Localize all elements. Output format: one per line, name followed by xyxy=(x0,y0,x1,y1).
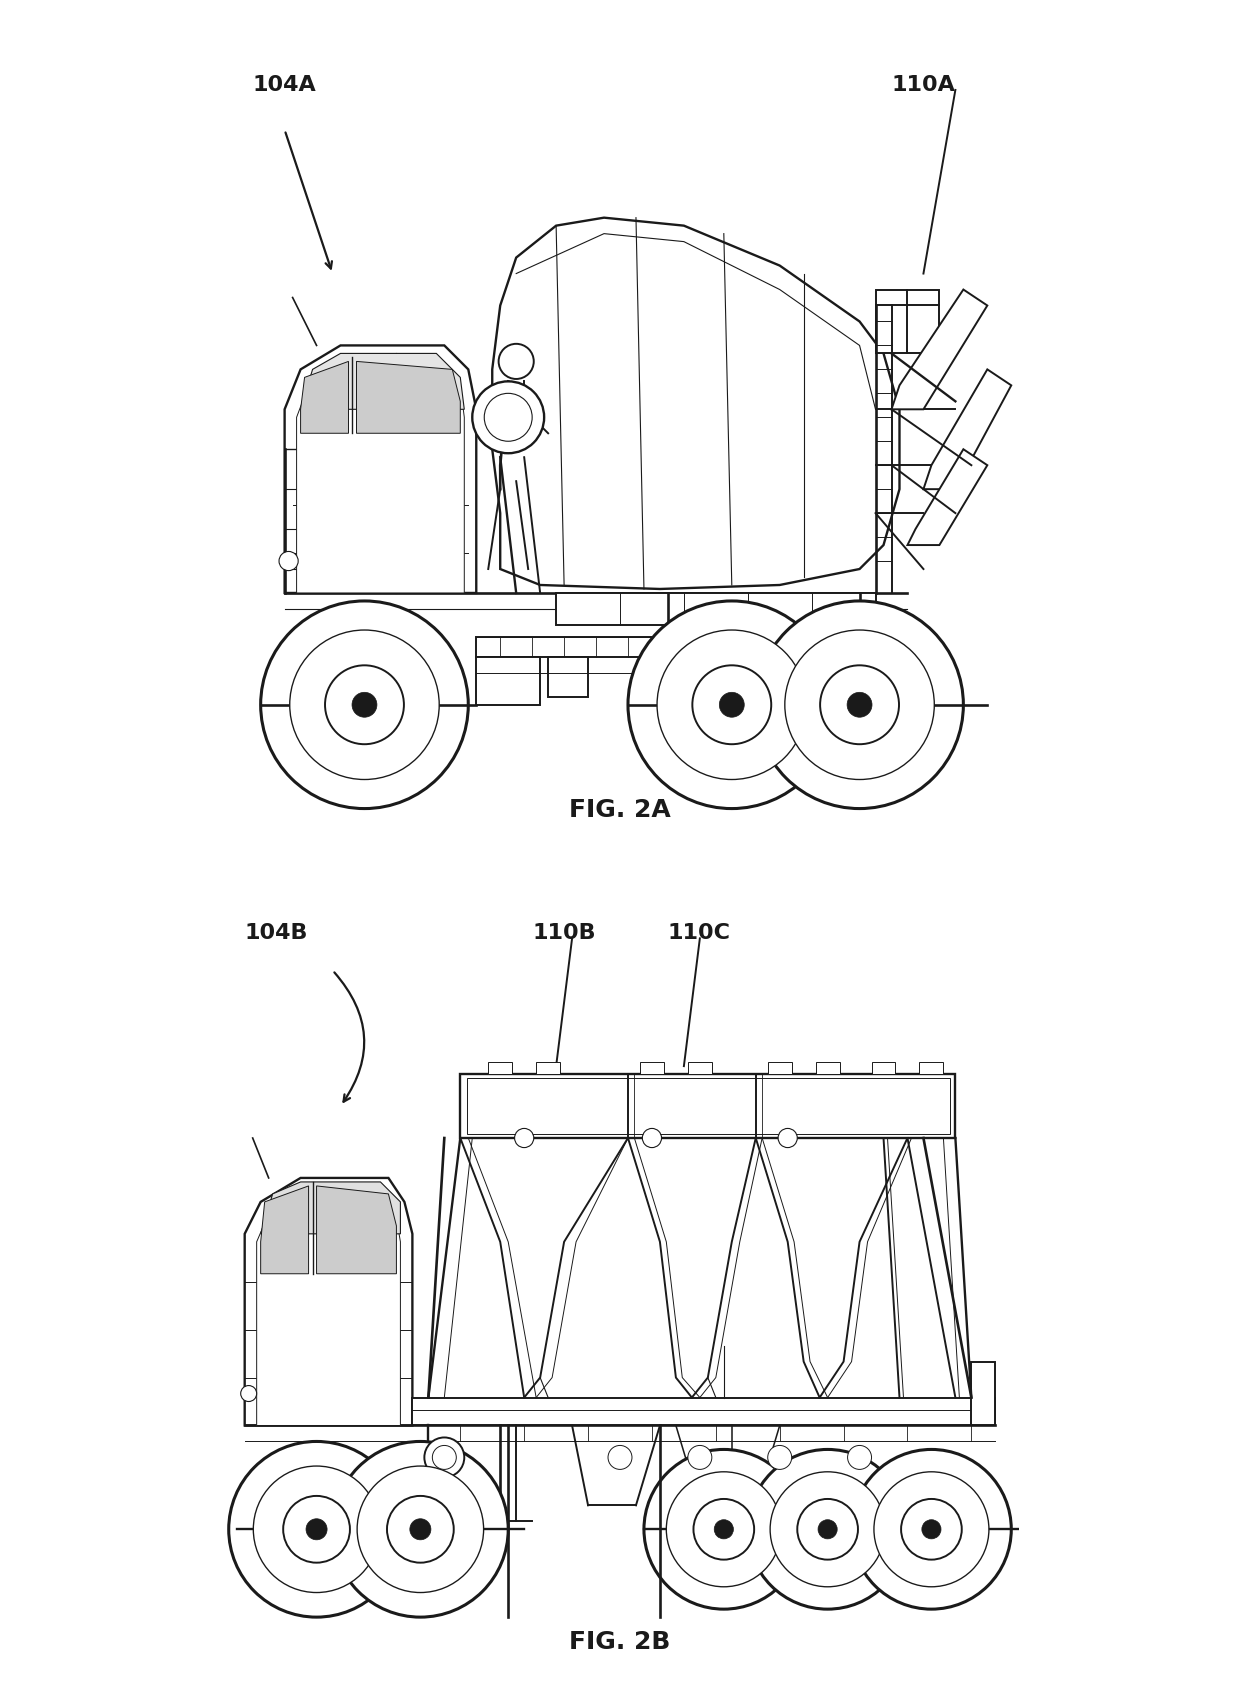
Circle shape xyxy=(770,1472,885,1588)
Text: 110B: 110B xyxy=(532,924,595,942)
Polygon shape xyxy=(296,362,464,594)
Circle shape xyxy=(283,1496,350,1562)
Circle shape xyxy=(688,1445,712,1469)
Bar xyxy=(640,1063,663,1075)
Circle shape xyxy=(820,666,899,745)
Circle shape xyxy=(785,630,934,779)
Circle shape xyxy=(852,1450,1012,1610)
Circle shape xyxy=(433,1445,456,1469)
Polygon shape xyxy=(257,1194,401,1426)
Bar xyxy=(816,1063,839,1075)
Text: 110A: 110A xyxy=(892,75,955,95)
Bar xyxy=(466,1078,950,1134)
Polygon shape xyxy=(924,370,1012,489)
Bar xyxy=(872,1063,895,1075)
Circle shape xyxy=(714,1520,733,1538)
Circle shape xyxy=(748,1450,908,1610)
Circle shape xyxy=(755,601,963,810)
Circle shape xyxy=(241,1386,257,1403)
Polygon shape xyxy=(356,362,460,435)
Bar xyxy=(489,1063,512,1075)
Polygon shape xyxy=(300,355,464,409)
Bar xyxy=(768,1063,791,1075)
Circle shape xyxy=(306,1518,327,1540)
Circle shape xyxy=(424,1438,464,1477)
Text: FIG. 2B: FIG. 2B xyxy=(569,1628,671,1654)
Polygon shape xyxy=(260,1182,401,1234)
Circle shape xyxy=(228,1442,404,1616)
Text: 110C: 110C xyxy=(668,924,730,942)
Circle shape xyxy=(921,1520,941,1538)
Circle shape xyxy=(290,630,439,779)
Circle shape xyxy=(325,666,404,745)
Circle shape xyxy=(847,693,872,718)
Text: 104B: 104B xyxy=(244,924,309,942)
Circle shape xyxy=(901,1499,962,1560)
Circle shape xyxy=(515,1129,533,1148)
Bar xyxy=(556,594,875,625)
Circle shape xyxy=(768,1445,791,1469)
Polygon shape xyxy=(285,346,476,594)
Circle shape xyxy=(642,1129,661,1148)
Polygon shape xyxy=(892,290,987,409)
Circle shape xyxy=(498,345,533,380)
Bar xyxy=(476,637,827,657)
Text: 104A: 104A xyxy=(253,75,316,95)
Bar xyxy=(971,1362,996,1426)
Bar xyxy=(413,1397,996,1426)
Circle shape xyxy=(253,1465,379,1593)
Circle shape xyxy=(608,1445,632,1469)
Circle shape xyxy=(657,630,806,779)
Polygon shape xyxy=(492,219,899,589)
Polygon shape xyxy=(908,450,987,545)
Polygon shape xyxy=(260,1187,309,1274)
Circle shape xyxy=(719,693,744,718)
Polygon shape xyxy=(316,1187,397,1274)
Circle shape xyxy=(627,601,836,810)
Circle shape xyxy=(332,1442,508,1616)
Circle shape xyxy=(692,666,771,745)
Circle shape xyxy=(874,1472,990,1588)
Bar xyxy=(919,1063,944,1075)
Circle shape xyxy=(279,552,298,571)
Bar xyxy=(476,657,541,705)
Circle shape xyxy=(797,1499,858,1560)
Bar xyxy=(536,1063,560,1075)
Text: FIG. 2A: FIG. 2A xyxy=(569,796,671,822)
Circle shape xyxy=(485,394,532,441)
Polygon shape xyxy=(244,1178,413,1426)
Circle shape xyxy=(410,1518,432,1540)
Circle shape xyxy=(357,1465,484,1593)
Polygon shape xyxy=(300,362,348,435)
Bar xyxy=(548,657,588,698)
Bar xyxy=(688,1063,712,1075)
Circle shape xyxy=(260,601,469,810)
Circle shape xyxy=(818,1520,837,1538)
Circle shape xyxy=(779,1129,797,1148)
Circle shape xyxy=(352,693,377,718)
Circle shape xyxy=(644,1450,804,1610)
Circle shape xyxy=(693,1499,754,1560)
Circle shape xyxy=(848,1445,872,1469)
Bar xyxy=(875,290,940,355)
Circle shape xyxy=(666,1472,781,1588)
Circle shape xyxy=(387,1496,454,1562)
Bar xyxy=(460,1075,955,1138)
Circle shape xyxy=(472,382,544,453)
